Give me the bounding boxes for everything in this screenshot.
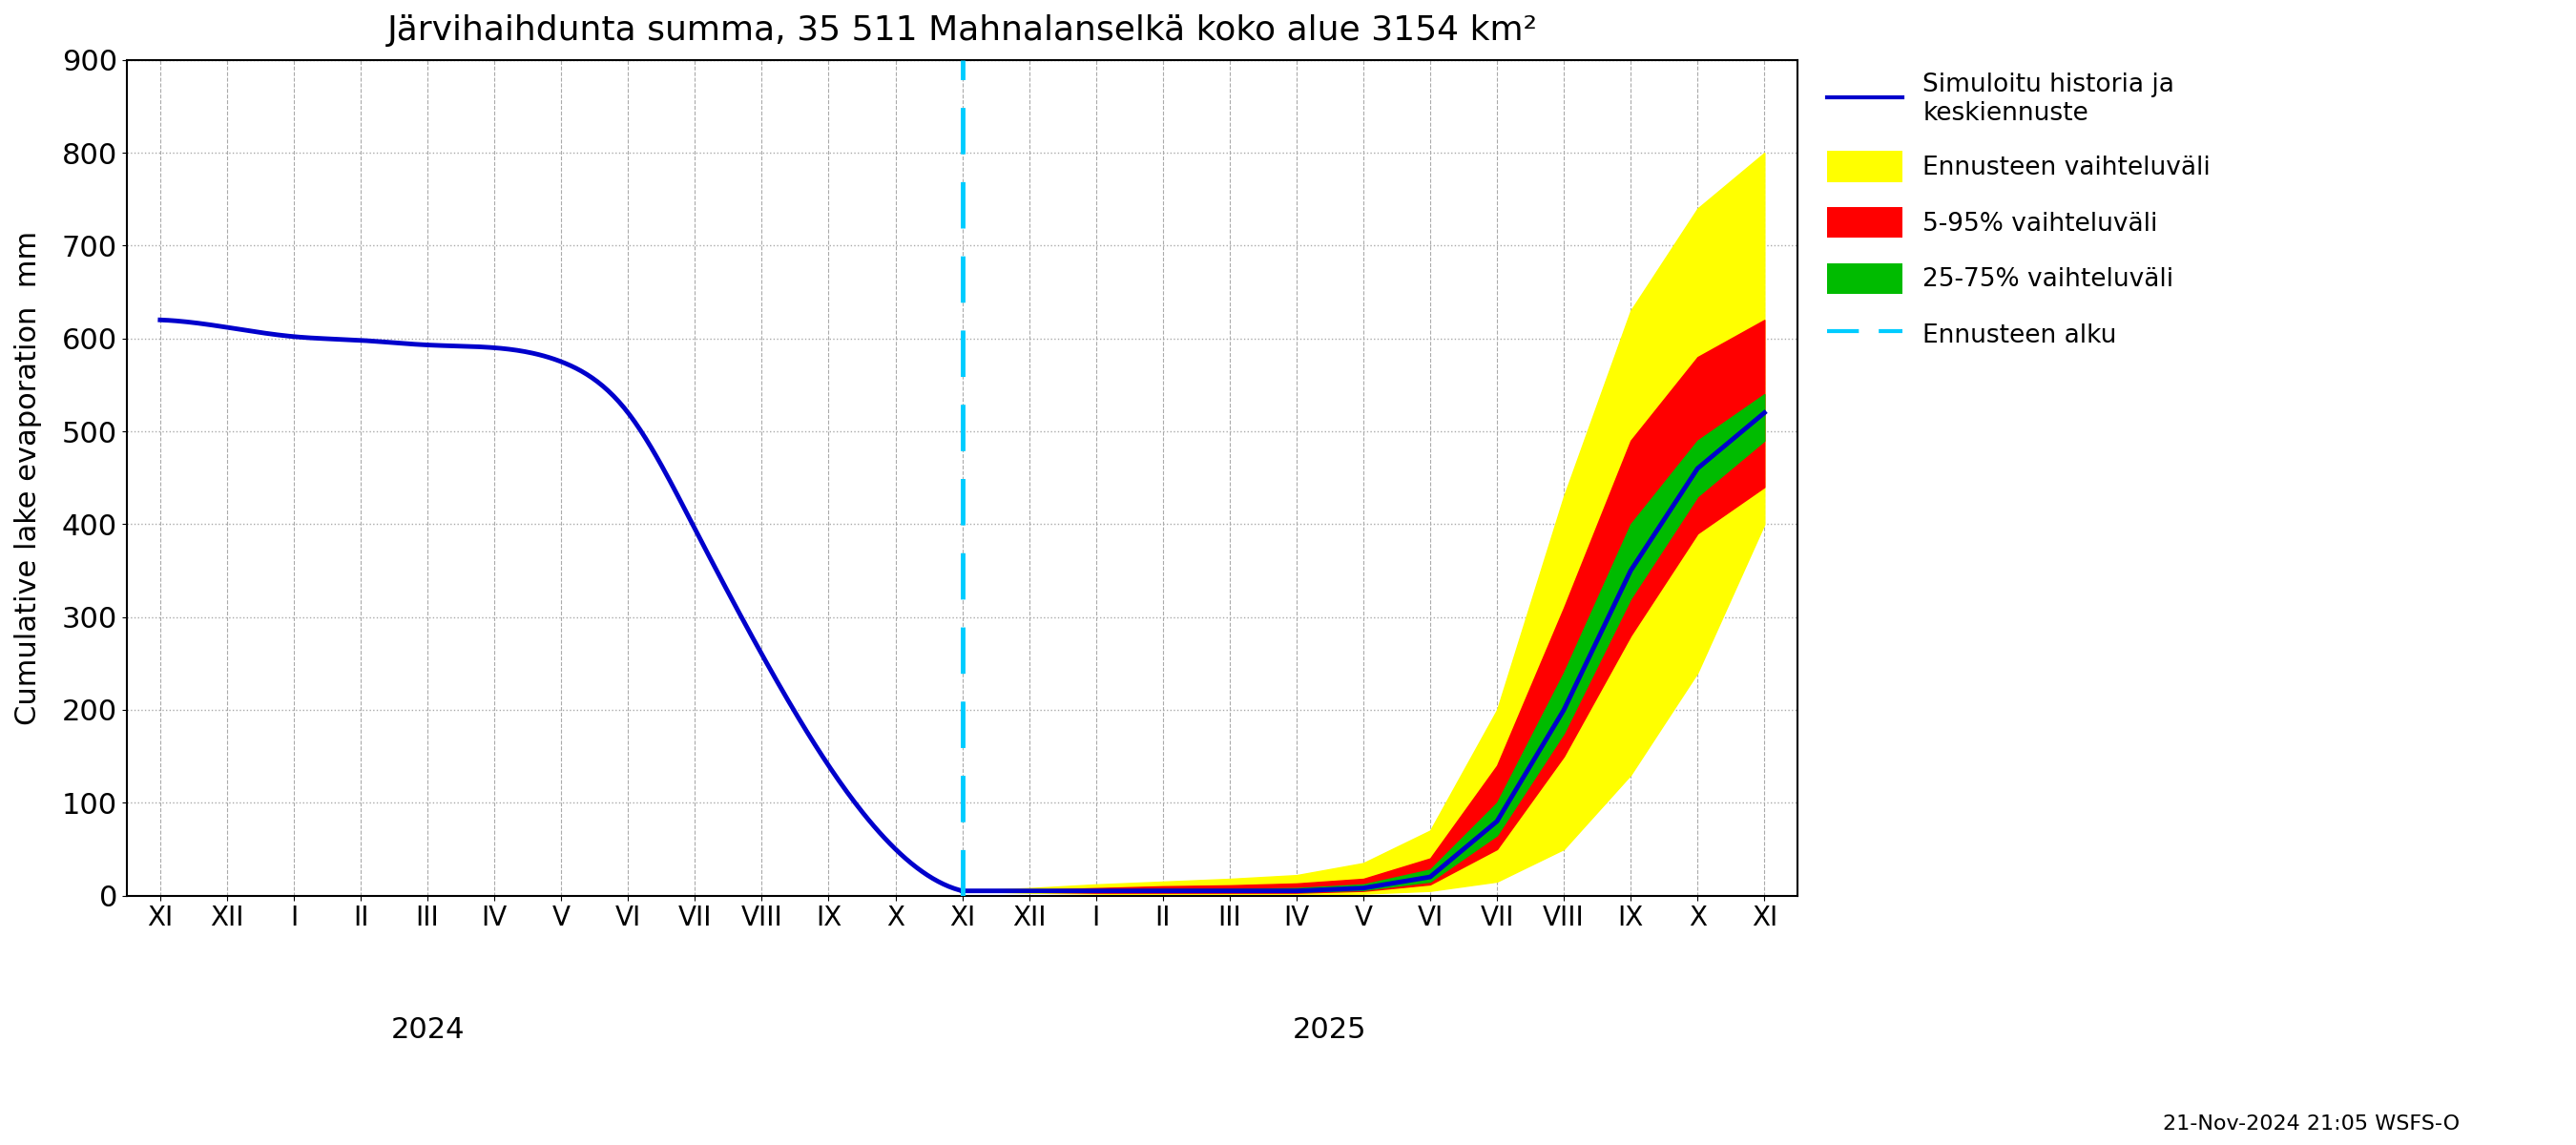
Text: 21-Nov-2024 21:05 WSFS-O: 21-Nov-2024 21:05 WSFS-O [2164, 1114, 2460, 1134]
Text: 2024: 2024 [392, 1017, 464, 1044]
Legend: Simuloitu historia ja
keskiennuste, Ennusteen vaihteluväli, 5-95% vaihteluväli, : Simuloitu historia ja keskiennuste, Ennu… [1826, 72, 2210, 349]
Text: 2025: 2025 [1293, 1017, 1368, 1044]
Y-axis label: Cumulative lake evaporation  mm: Cumulative lake evaporation mm [15, 230, 41, 725]
Title: Järvihaihdunta summa, 35 511 Mahnalanselkä koko alue 3154 km²: Järvihaihdunta summa, 35 511 Mahnalansel… [386, 14, 1538, 47]
